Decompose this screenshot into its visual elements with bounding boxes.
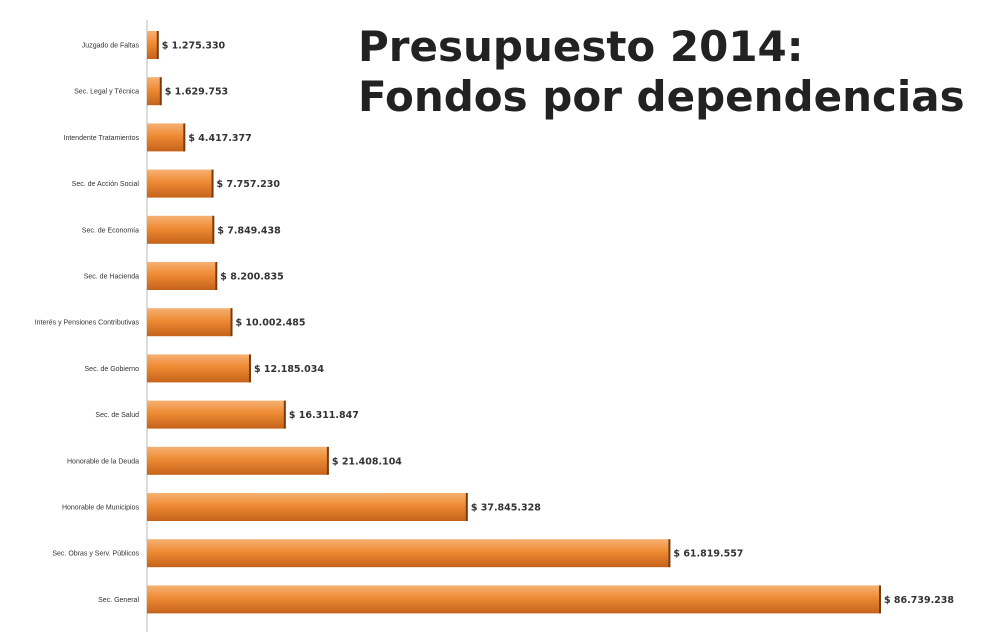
value-label: $ 1.629.753 xyxy=(165,87,228,98)
chart-title: Presupuesto 2014: Fondos por dependencia… xyxy=(358,22,965,122)
value-label: $ 4.417.377 xyxy=(188,133,251,144)
category-label: Sec. Legal y Técnica xyxy=(74,89,139,96)
category-label: Intendente Tratamientos xyxy=(64,135,140,142)
value-label: $ 16.311.847 xyxy=(289,410,359,421)
category-label: Honorable de Municipios xyxy=(62,505,140,512)
chart-title-line-2: Fondos por dependencias xyxy=(358,72,965,121)
value-label: $ 7.757.230 xyxy=(217,179,281,190)
value-label: $ 37.845.328 xyxy=(471,503,541,514)
bar xyxy=(147,446,328,475)
category-label: Sec. Obras y Serv. Públicos xyxy=(52,551,139,558)
value-label: $ 21.408.104 xyxy=(332,456,402,467)
bar xyxy=(147,585,880,614)
bar xyxy=(147,493,467,521)
category-label: Sec. de Salud xyxy=(95,412,139,419)
category-label: Interés y Pensiones Contributivas xyxy=(35,320,140,327)
value-label: $ 61.819.557 xyxy=(673,549,743,560)
value-label: $ 1.275.330 xyxy=(162,41,226,52)
bar xyxy=(147,123,185,152)
bar xyxy=(147,262,217,290)
bar xyxy=(147,31,158,59)
value-label: $ 7.849.438 xyxy=(217,225,281,236)
category-label: Sec. de Gobierno xyxy=(85,366,140,373)
category-label: Sec. de Hacienda xyxy=(84,274,139,281)
bar xyxy=(147,215,214,244)
bar xyxy=(147,539,670,568)
bar xyxy=(147,308,232,337)
category-label: Honorable de la Deuda xyxy=(67,458,139,465)
value-label: $ 86.739.238 xyxy=(884,595,954,606)
chart-title-line-1: Presupuesto 2014: xyxy=(358,22,804,71)
value-label: $ 12.185.034 xyxy=(254,364,324,375)
bar xyxy=(147,169,213,198)
value-label: $ 10.002.485 xyxy=(236,318,306,329)
category-label: Sec. General xyxy=(98,597,139,604)
category-label: Sec. de Economía xyxy=(82,227,139,234)
category-label: Juzgado de Faltas xyxy=(82,43,140,50)
bar xyxy=(147,400,285,429)
bar xyxy=(147,354,250,383)
bar xyxy=(147,77,161,106)
category-label: Sec. de Acción Social xyxy=(72,181,140,188)
value-label: $ 8.200.835 xyxy=(220,272,283,283)
